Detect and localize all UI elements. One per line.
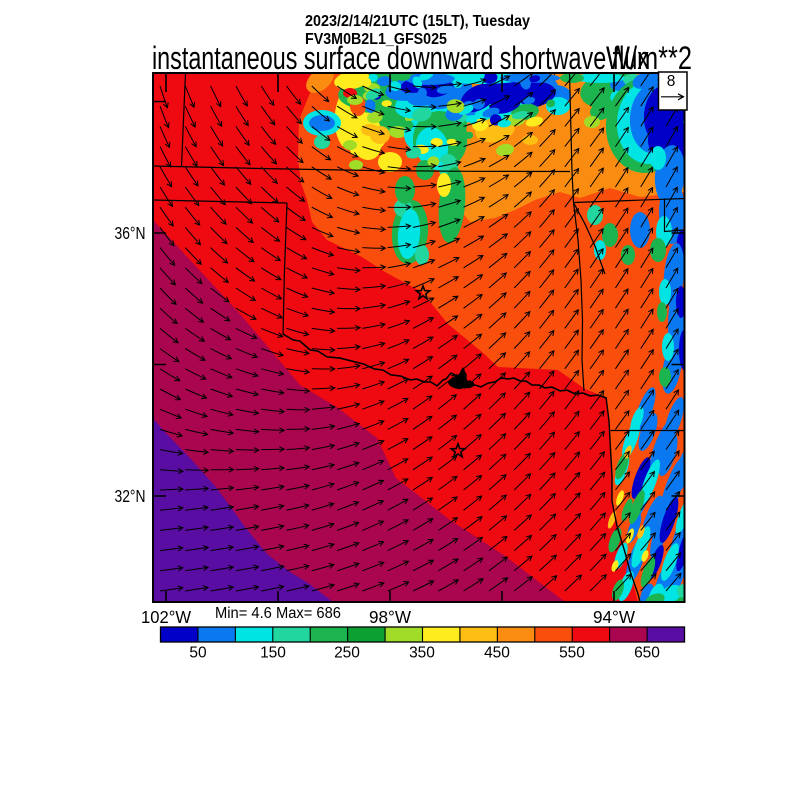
svg-text:250: 250	[334, 645, 360, 662]
svg-text:150: 150	[260, 645, 286, 662]
svg-text:94°W: 94°W	[593, 607, 635, 627]
svg-text:102°W: 102°W	[141, 607, 191, 627]
svg-text:450: 450	[484, 645, 510, 662]
svg-text:8: 8	[667, 73, 676, 90]
svg-text:650: 650	[634, 645, 660, 662]
svg-text:W/m**2: W/m**2	[606, 40, 692, 76]
svg-text:50: 50	[189, 645, 207, 662]
svg-text:550: 550	[559, 645, 585, 662]
svg-text:32°N: 32°N	[115, 486, 146, 506]
svg-text:instantaneous surface downward: instantaneous surface downward shortwave…	[152, 40, 649, 76]
svg-text:Min= 4.6 Max= 686: Min= 4.6 Max= 686	[215, 605, 341, 622]
svg-text:36°N: 36°N	[115, 223, 146, 243]
svg-text:350: 350	[409, 645, 435, 662]
svg-text:98°W: 98°W	[369, 607, 411, 627]
svg-text:2023/2/14/21UTC (15LT), Tuesda: 2023/2/14/21UTC (15LT), Tuesday	[305, 13, 530, 30]
svg-text:FV3M0B2L1_GFS025: FV3M0B2L1_GFS025	[305, 31, 447, 48]
